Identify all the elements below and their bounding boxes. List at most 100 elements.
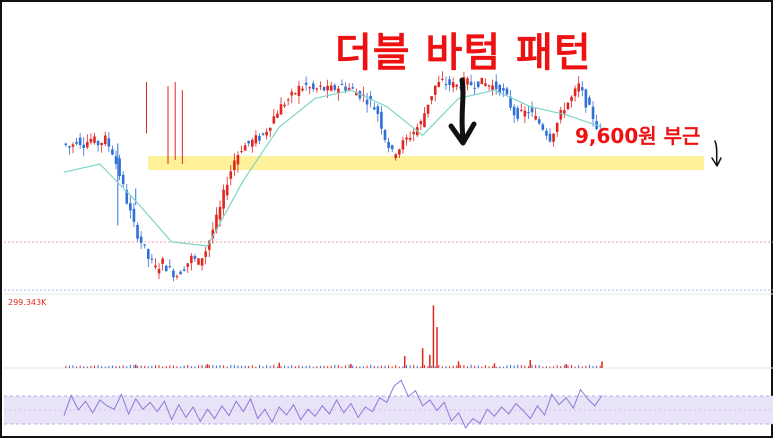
candle-body [78, 137, 82, 145]
candle-body [466, 78, 469, 85]
candle-body [93, 136, 96, 143]
candle-body [552, 133, 555, 142]
candle-body [132, 208, 136, 222]
candle-body [494, 81, 498, 90]
candle-body [570, 96, 573, 102]
candle-body [362, 94, 365, 96]
candle-body [247, 140, 251, 144]
candle-body [527, 112, 530, 114]
candle-body [265, 131, 268, 136]
down-arrow-main-head [448, 121, 477, 146]
candle-body [71, 144, 75, 147]
candle-body [304, 82, 308, 85]
candle-body [268, 127, 272, 131]
candle-body [340, 83, 344, 85]
candle-body [161, 258, 164, 264]
candle-body [387, 141, 390, 149]
candle-body [143, 244, 146, 246]
candle-body [329, 85, 333, 91]
candle-body [548, 133, 552, 142]
candle-body [258, 136, 261, 141]
candle-body [441, 78, 444, 80]
candle-body [412, 131, 415, 135]
candle-body [118, 158, 121, 177]
candle-body [261, 133, 265, 135]
candle-body [509, 96, 512, 108]
candle-body [290, 91, 294, 96]
candle-body [448, 79, 451, 85]
candle-body [193, 256, 197, 259]
candle-body [588, 97, 591, 105]
candle-body [394, 154, 398, 159]
candle-body [315, 88, 319, 90]
candle-body [254, 135, 258, 144]
candle-body [297, 85, 301, 97]
candle-body [365, 99, 369, 105]
candle-body [211, 229, 215, 239]
candle-body [405, 137, 408, 140]
candle-body [398, 149, 401, 155]
candle-body [233, 160, 236, 171]
candle-body [437, 81, 441, 87]
candle-body [121, 174, 125, 185]
down-arrow-main [459, 77, 466, 141]
candle-body [426, 104, 430, 114]
candle-body [469, 81, 473, 86]
candle-body [337, 88, 340, 93]
candle-body [326, 85, 329, 91]
candle-body [243, 145, 247, 151]
candle-body [512, 106, 516, 116]
candle-body [107, 138, 111, 147]
candle-body [523, 110, 527, 117]
candle-body [182, 269, 186, 271]
candle-body [505, 88, 509, 95]
candle-body [100, 142, 103, 146]
candle-body [172, 270, 175, 278]
candle-body [197, 258, 200, 265]
candle-body [164, 265, 168, 272]
candle-body [423, 113, 426, 128]
candle-body [598, 129, 602, 132]
candle-body [555, 122, 559, 132]
candle-body [229, 171, 233, 179]
candle-body [75, 141, 78, 144]
candle-body [520, 109, 523, 111]
candle-body [344, 86, 347, 91]
candle-body [408, 137, 412, 140]
candle-body [577, 83, 580, 92]
candle-body [502, 88, 505, 91]
candle-body [129, 203, 132, 211]
candle-body [225, 184, 229, 196]
candle-body [545, 130, 548, 136]
candle-body [200, 258, 204, 266]
down-arrow-small-head [711, 157, 722, 167]
candle-body [157, 269, 161, 274]
candle-body [498, 85, 502, 94]
candle-body [215, 214, 218, 231]
candle-body [516, 108, 520, 119]
candle-body [383, 130, 387, 140]
candle-body [136, 224, 139, 239]
candle-body [451, 82, 455, 88]
rsi-line [63, 379, 603, 429]
candle-body [559, 110, 563, 120]
candle-body [433, 85, 437, 95]
candle-body [347, 87, 351, 90]
candle-body [64, 143, 68, 145]
candle-body [286, 99, 290, 101]
candle-body [139, 236, 143, 243]
candle-body [279, 104, 283, 115]
candle-body [455, 84, 459, 87]
candle-body [96, 140, 100, 146]
candle-body [222, 189, 225, 209]
candle-body [114, 156, 118, 164]
candle-body [125, 189, 129, 204]
candle-body [190, 255, 193, 263]
candle-body [430, 96, 433, 101]
candle-body [311, 83, 315, 90]
down-arrow-small [714, 140, 718, 166]
candle-body [276, 113, 279, 118]
candle-body [369, 95, 372, 100]
